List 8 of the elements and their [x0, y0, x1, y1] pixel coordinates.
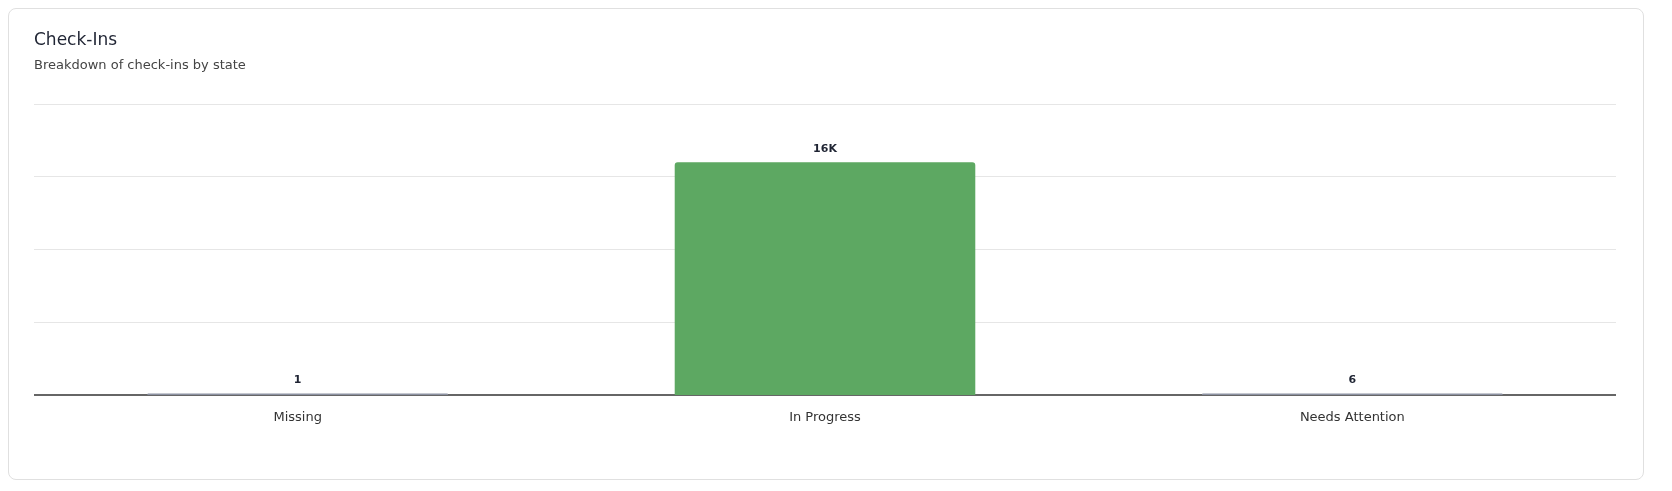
chart-title: Check-Ins	[34, 29, 119, 49]
data-label: 16K	[813, 141, 838, 155]
chart-subtitle: Breakdown of check-ins by state	[34, 57, 247, 72]
data-label: 6	[1348, 372, 1357, 386]
x-tick-label: Missing	[273, 408, 322, 424]
x-tick-label: In Progress	[789, 408, 862, 424]
data-label: 1	[293, 372, 302, 386]
x-tick-label: Needs Attention	[1299, 408, 1405, 424]
